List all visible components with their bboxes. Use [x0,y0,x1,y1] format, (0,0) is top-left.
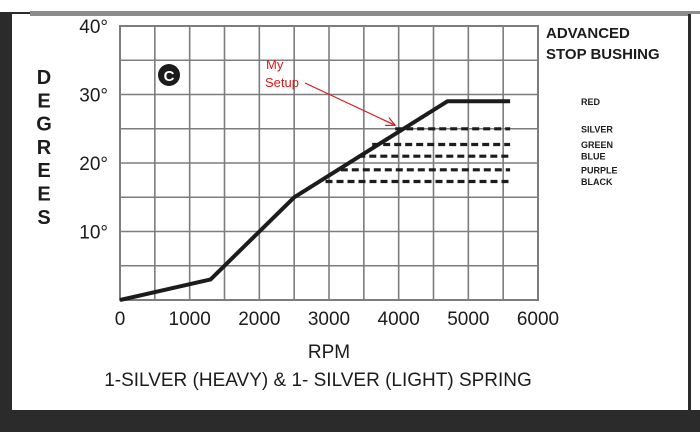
series-labels: RED SILVER GREEN BLUE PURPLE BLACK [581,97,618,187]
series-line-red [119,99,511,302]
annotation-arrowhead [385,117,397,126]
x-tick-label: 5000 [447,309,489,330]
x-tick-labels: 0 1000 2000 3000 4000 5000 6000 [115,309,559,330]
frame-panel [12,14,700,410]
badge-letter: C [164,68,175,85]
y-tick-labels: 10° 20° 30° 40° [79,17,108,244]
series-label-blue: BLUE [581,152,606,162]
x-tick-label: 4000 [378,309,420,330]
series-layer [119,99,511,302]
frame-top-rule [30,11,700,16]
y-axis-label-letter: E [37,160,50,182]
annotation-line-1: My [266,57,284,72]
grid [120,26,538,300]
frame-top-strip [0,0,700,12]
x-tick-label: 6000 [517,309,559,330]
y-axis-label-letter: G [36,114,52,136]
y-axis-label-letter: S [37,207,50,229]
frame-right-rule [688,14,691,410]
corner-title-line-2: STOP BUSHING [546,46,660,63]
annotation: My Setup [265,57,397,126]
y-tick-label: 40° [79,17,108,38]
frame-bottom-bar [0,410,700,432]
y-axis-label-letter: R [37,137,52,159]
y-tick-label: 10° [79,223,108,244]
plot-area [119,25,539,301]
x-axis-label: RPM [308,342,350,363]
x-tick-label: 0 [115,309,126,330]
corner-title-line-1: ADVANCED [546,25,630,42]
series-label-green: GREEN [581,140,613,150]
series-label-purple: PURPLE [581,165,618,175]
x-tick-label: 3000 [308,309,350,330]
x-tick-label: 1000 [169,309,211,330]
annotation-arrow [304,82,396,126]
badge: C [158,64,180,86]
chart-caption: 1-SILVER (HEAVY) & 1- SILVER (LIGHT) SPR… [104,370,532,391]
frame-right-strip [690,14,700,414]
plot-border [119,25,539,301]
y-axis-label-letter: E [37,184,50,206]
series-label-black: BLACK [581,177,613,187]
x-tick-label: 2000 [238,309,280,330]
y-axis-label-letter: E [37,90,50,112]
y-tick-label: 20° [79,154,108,175]
badge-circle [158,64,180,86]
series-label-silver: SILVER [581,124,613,134]
y-tick-label: 30° [79,86,108,107]
y-axis-label-letter: D [37,67,51,89]
annotation-line-2: Setup [265,75,299,90]
series-label-red: RED [581,97,601,107]
